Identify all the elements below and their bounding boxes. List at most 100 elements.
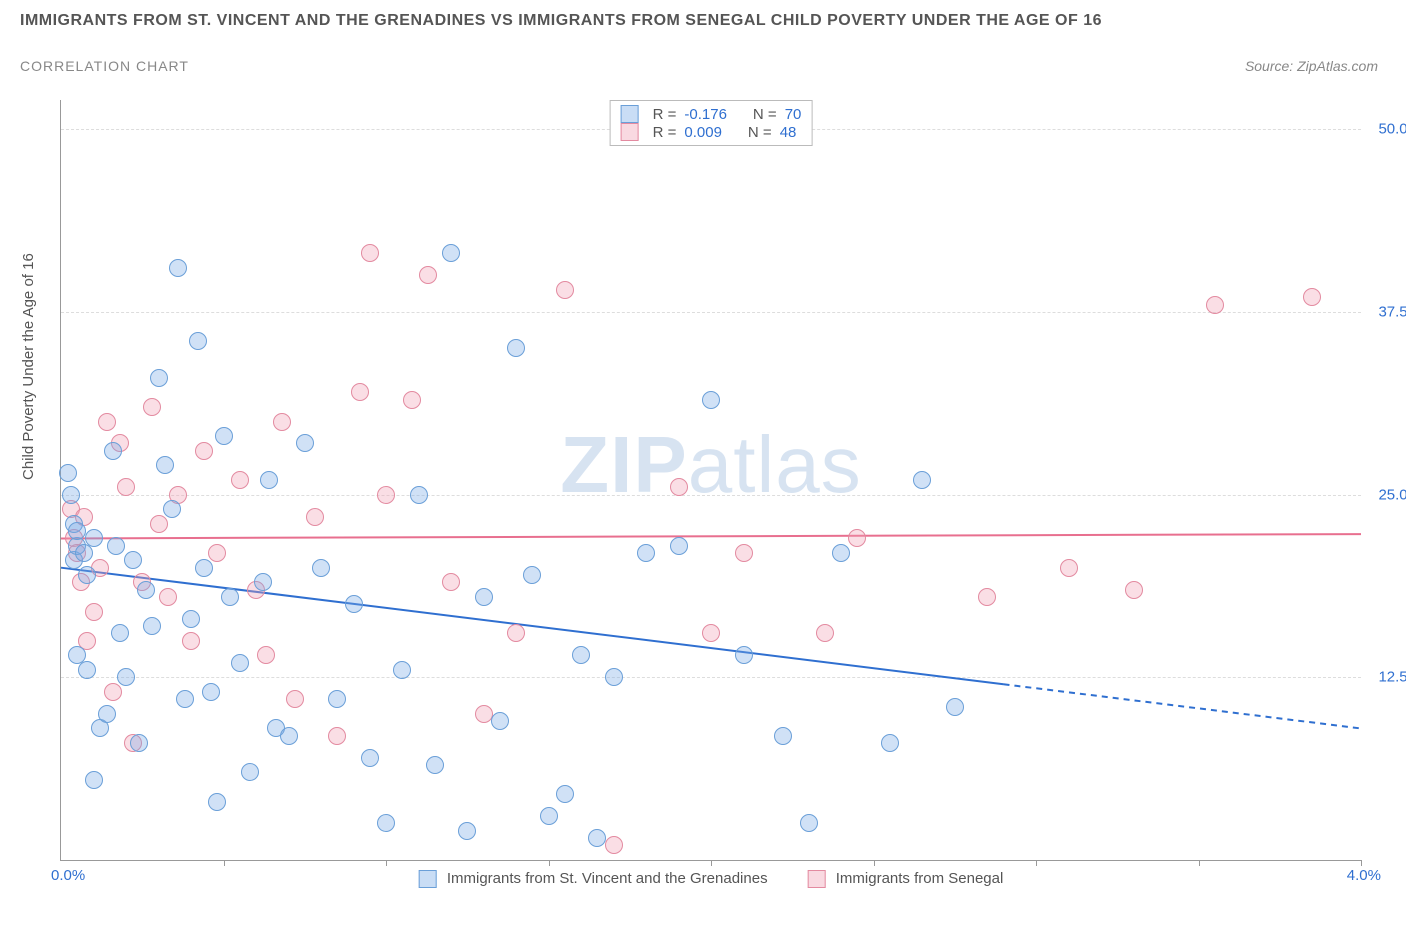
scatter-point-pink xyxy=(208,544,226,562)
scatter-point-blue xyxy=(345,595,363,613)
scatter-point-blue xyxy=(491,712,509,730)
scatter-point-pink xyxy=(403,391,421,409)
scatter-point-blue xyxy=(328,690,346,708)
scatter-point-blue xyxy=(202,683,220,701)
scatter-point-blue xyxy=(426,756,444,774)
scatter-point-blue xyxy=(107,537,125,555)
y-tick-label: 25.0% xyxy=(1366,486,1406,503)
scatter-point-pink xyxy=(1060,559,1078,577)
x-tick-mark xyxy=(549,860,550,866)
scatter-point-blue xyxy=(169,259,187,277)
scatter-point-pink xyxy=(605,836,623,854)
stats-legend: R = -0.176 N = 70 R = 0.009 N = 48 xyxy=(610,100,813,146)
scatter-point-blue xyxy=(85,529,103,547)
scatter-point-blue xyxy=(670,537,688,555)
scatter-point-blue xyxy=(556,785,574,803)
scatter-point-pink xyxy=(306,508,324,526)
scatter-point-blue xyxy=(410,486,428,504)
scatter-point-blue xyxy=(637,544,655,562)
scatter-point-pink xyxy=(816,624,834,642)
scatter-point-blue xyxy=(605,668,623,686)
scatter-point-blue xyxy=(156,456,174,474)
chart-title: IMMIGRANTS FROM ST. VINCENT AND THE GREN… xyxy=(20,12,1102,30)
scatter-point-pink xyxy=(231,471,249,489)
trend-lines xyxy=(61,100,1361,860)
scatter-point-blue xyxy=(208,793,226,811)
n-label: N = xyxy=(748,124,772,141)
scatter-point-blue xyxy=(98,705,116,723)
scatter-point-blue xyxy=(130,734,148,752)
scatter-point-blue xyxy=(735,646,753,664)
scatter-point-pink xyxy=(848,529,866,547)
scatter-point-pink xyxy=(377,486,395,504)
scatter-point-pink xyxy=(117,478,135,496)
scatter-point-blue xyxy=(296,434,314,452)
swatch-pink-icon xyxy=(808,870,826,888)
scatter-point-pink xyxy=(286,690,304,708)
scatter-point-pink xyxy=(978,588,996,606)
scatter-point-blue xyxy=(215,427,233,445)
stats-row-pink: R = 0.009 N = 48 xyxy=(621,123,802,141)
scatter-point-blue xyxy=(117,668,135,686)
scatter-point-blue xyxy=(523,566,541,584)
scatter-point-pink xyxy=(419,266,437,284)
swatch-blue-icon xyxy=(419,870,437,888)
x-tick-mark xyxy=(1361,860,1362,866)
scatter-point-pink xyxy=(1206,296,1224,314)
scatter-point-pink xyxy=(351,383,369,401)
scatter-point-blue xyxy=(913,471,931,489)
scatter-point-blue xyxy=(241,763,259,781)
scatter-point-blue xyxy=(163,500,181,518)
scatter-point-pink xyxy=(182,632,200,650)
n-label: N = xyxy=(753,106,777,123)
r-label: R = xyxy=(653,106,677,123)
scatter-point-blue xyxy=(800,814,818,832)
scatter-point-blue xyxy=(280,727,298,745)
legend-label-blue: Immigrants from St. Vincent and the Gren… xyxy=(447,870,768,887)
scatter-point-blue xyxy=(104,442,122,460)
scatter-point-blue xyxy=(85,771,103,789)
scatter-point-blue xyxy=(195,559,213,577)
scatter-point-blue xyxy=(182,610,200,628)
scatter-point-pink xyxy=(556,281,574,299)
scatter-point-pink xyxy=(273,413,291,431)
scatter-point-blue xyxy=(137,581,155,599)
scatter-point-pink xyxy=(195,442,213,460)
scatter-point-blue xyxy=(393,661,411,679)
scatter-point-blue xyxy=(946,698,964,716)
scatter-point-blue xyxy=(78,661,96,679)
x-tick-mark xyxy=(386,860,387,866)
swatch-pink-icon xyxy=(621,123,639,141)
chart-subtitle: CORRELATION CHART xyxy=(20,58,189,74)
r-label: R = xyxy=(653,124,677,141)
scatter-point-pink xyxy=(85,603,103,621)
x-tick-mark xyxy=(1199,860,1200,866)
legend-item-pink: Immigrants from Senegal xyxy=(808,870,1004,888)
scatter-point-blue xyxy=(124,551,142,569)
y-tick-label: 37.5% xyxy=(1366,303,1406,320)
scatter-point-pink xyxy=(1303,288,1321,306)
scatter-point-blue xyxy=(231,654,249,672)
scatter-point-blue xyxy=(176,690,194,708)
watermark: ZIPatlas xyxy=(560,419,861,511)
scatter-point-blue xyxy=(78,566,96,584)
y-axis-label: Child Poverty Under the Age of 16 xyxy=(20,253,37,480)
scatter-point-blue xyxy=(572,646,590,664)
scatter-point-pink xyxy=(702,624,720,642)
scatter-point-pink xyxy=(150,515,168,533)
scatter-point-blue xyxy=(832,544,850,562)
scatter-point-blue xyxy=(143,617,161,635)
scatter-point-pink xyxy=(159,588,177,606)
scatter-point-blue xyxy=(260,471,278,489)
y-tick-label: 12.5% xyxy=(1366,669,1406,686)
legend-label-pink: Immigrants from Senegal xyxy=(836,870,1004,887)
source-label: Source: ZipAtlas.com xyxy=(1245,58,1378,74)
scatter-point-pink xyxy=(670,478,688,496)
scatter-point-blue xyxy=(540,807,558,825)
stats-row-blue: R = -0.176 N = 70 xyxy=(621,105,802,123)
swatch-blue-icon xyxy=(621,105,639,123)
scatter-point-blue xyxy=(702,391,720,409)
series-legend: Immigrants from St. Vincent and the Gren… xyxy=(419,870,1004,888)
scatter-point-blue xyxy=(881,734,899,752)
scatter-point-blue xyxy=(442,244,460,262)
